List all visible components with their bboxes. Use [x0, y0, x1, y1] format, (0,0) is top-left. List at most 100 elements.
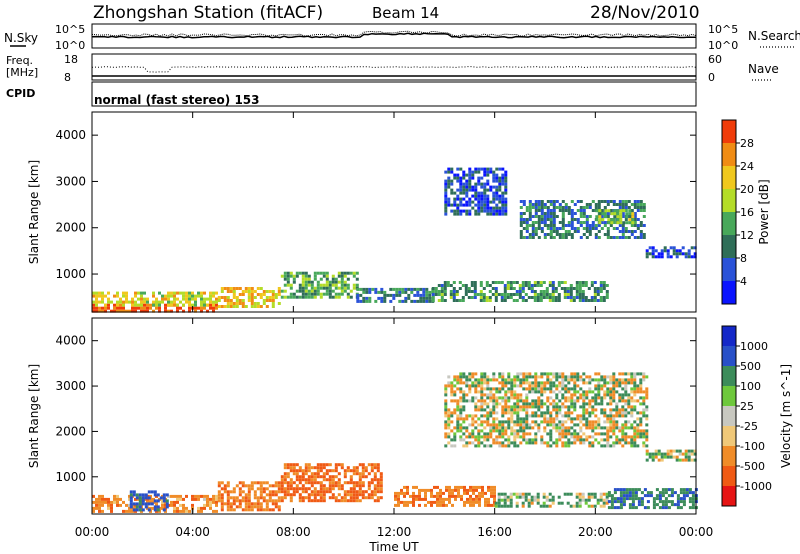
- echo-cell: [534, 387, 538, 391]
- echo-cell: [316, 475, 320, 479]
- echo-cell: [618, 396, 622, 400]
- echo-cell: [510, 420, 514, 424]
- echo-cell: [122, 509, 125, 513]
- echo-cell: [558, 408, 562, 412]
- echo-cell: [200, 309, 203, 313]
- echo-cell: [440, 290, 444, 293]
- echo-cell: [540, 441, 544, 445]
- echo-cell: [367, 481, 371, 485]
- echo-cell: [637, 503, 641, 507]
- echo-cell: [256, 302, 260, 305]
- echo-cell: [325, 274, 329, 278]
- echo-cell: [693, 449, 697, 453]
- echo-cell: [470, 296, 474, 299]
- echo-cell: [685, 488, 689, 492]
- echo-cell: [244, 508, 248, 512]
- echo-cell: [283, 478, 287, 482]
- echo-cell: [492, 402, 496, 406]
- echo-cell: [256, 305, 260, 308]
- echo-cell: [576, 218, 580, 221]
- echo-cell: [567, 399, 571, 403]
- echo-cell: [456, 212, 460, 216]
- echo-cell: [92, 494, 95, 498]
- echo-cell: [554, 287, 558, 290]
- echo-cell: [459, 200, 463, 204]
- echo-cell: [328, 463, 332, 467]
- echo-cell: [403, 500, 406, 504]
- echo-cell: [331, 469, 335, 473]
- echo-cell: [352, 481, 356, 485]
- echo-cell: [561, 372, 565, 376]
- echo-cell: [645, 414, 649, 418]
- echo-cell: [167, 303, 170, 307]
- echo-cell: [504, 402, 508, 406]
- echo-cell: [528, 212, 532, 215]
- echo-cell: [322, 466, 326, 470]
- echo-cell: [569, 290, 573, 293]
- echo-cell: [534, 435, 538, 439]
- echo-cell: [610, 503, 614, 507]
- echo-cell: [512, 492, 516, 496]
- echo-cell: [307, 295, 311, 299]
- echo-cell: [627, 378, 631, 382]
- echo-cell: [636, 417, 640, 421]
- echo-cell: [362, 287, 366, 291]
- echo-cell: [543, 441, 547, 445]
- echo-cell: [483, 378, 487, 382]
- echo-cell: [540, 230, 544, 233]
- echo-cell: [215, 291, 218, 295]
- echo-cell: [428, 290, 432, 294]
- echo-cell: [600, 209, 604, 212]
- echo-cell: [95, 309, 98, 313]
- echo-cell: [510, 396, 514, 400]
- echo-cell: [619, 491, 623, 495]
- echo-cell: [566, 296, 570, 299]
- nave-line: [91, 66, 697, 73]
- echo-cell: [220, 287, 224, 290]
- echo-cell: [217, 481, 221, 485]
- noise-tick-left-top: 10^5: [55, 23, 85, 36]
- echo-cell: [601, 212, 605, 216]
- echo-cell: [566, 293, 570, 296]
- echo-cell: [367, 463, 371, 467]
- echo-cell: [161, 500, 164, 504]
- echo-cell: [621, 396, 625, 400]
- echo-cell: [516, 444, 520, 448]
- echo-cell: [631, 221, 635, 225]
- echo-cell: [525, 224, 529, 227]
- echo-cell: [573, 435, 577, 439]
- freq-unit-label: [MHz]: [6, 66, 38, 79]
- echo-cell: [116, 303, 119, 307]
- echo-cell: [666, 452, 670, 456]
- echo-cell: [546, 372, 550, 376]
- echo-cell: [567, 408, 571, 412]
- echo-cell: [304, 463, 308, 467]
- echo-cell: [639, 417, 643, 421]
- echo-cell: [298, 271, 302, 275]
- echo-cell: [537, 203, 541, 206]
- echo-cell: [349, 289, 353, 293]
- echo-cell: [138, 499, 142, 503]
- echo-cell: [383, 296, 387, 300]
- echo-cell: [522, 429, 526, 433]
- echo-cell: [319, 493, 323, 497]
- echo-cell: [549, 438, 553, 442]
- echo-cell: [376, 499, 380, 503]
- echo-cell: [591, 408, 595, 412]
- echo-cell: [415, 485, 418, 489]
- echo-cell: [561, 393, 565, 397]
- echo-cell: [552, 218, 556, 221]
- echo-cell: [564, 378, 568, 382]
- echo-cell: [477, 417, 481, 421]
- echo-cell: [471, 417, 475, 421]
- echo-cell: [546, 209, 550, 212]
- echo-cell: [549, 414, 553, 418]
- echo-cell: [482, 293, 486, 296]
- echo-cell: [567, 387, 571, 391]
- echo-cell: [456, 405, 460, 409]
- echo-cell: [340, 280, 344, 284]
- echo-cell: [478, 494, 481, 498]
- echo-cell: [501, 432, 505, 436]
- echo-cell: [358, 478, 362, 482]
- echo-cell: [371, 287, 375, 291]
